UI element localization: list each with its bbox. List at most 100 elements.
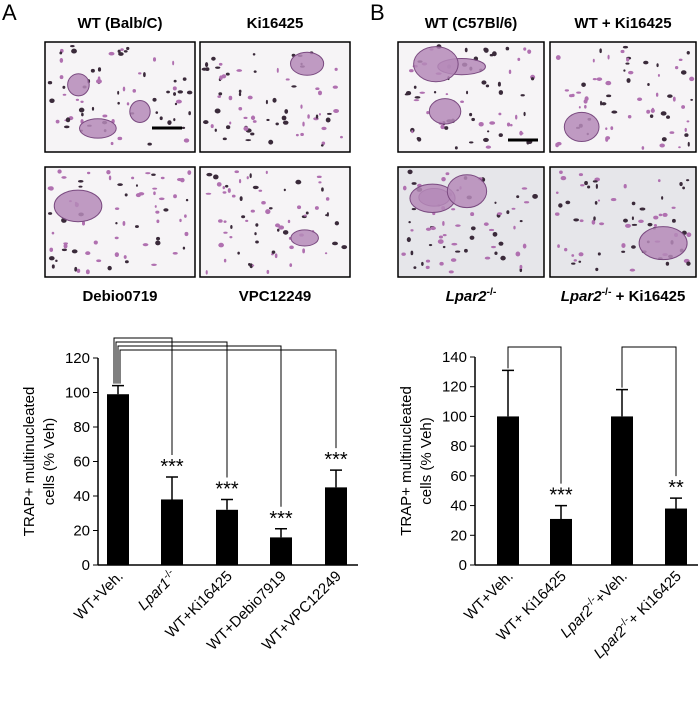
cell	[210, 124, 214, 129]
cell	[110, 141, 114, 146]
cell	[442, 245, 446, 249]
cell	[444, 126, 449, 130]
cell	[295, 133, 299, 137]
cell	[268, 207, 273, 210]
cell	[96, 79, 102, 84]
cell	[152, 57, 157, 62]
cell	[167, 120, 172, 125]
cell	[295, 179, 302, 185]
cell	[437, 239, 444, 244]
cell	[266, 118, 270, 121]
cell	[213, 174, 219, 180]
cell	[305, 211, 309, 215]
error-bar	[670, 497, 682, 509]
cell	[155, 111, 159, 114]
cell	[107, 265, 112, 271]
cell	[657, 179, 661, 183]
cell	[238, 89, 242, 94]
error-bar	[275, 528, 287, 538]
cell	[468, 141, 474, 144]
image-label: Lpar2-/- + Ki16425	[561, 286, 686, 305]
cell	[223, 220, 227, 223]
cell	[62, 93, 67, 96]
cell	[494, 251, 498, 256]
cell	[584, 96, 589, 102]
cell	[156, 236, 161, 241]
cell	[252, 53, 256, 56]
micrograph-frame	[199, 41, 351, 153]
cell	[441, 177, 446, 182]
cell	[416, 137, 421, 141]
cell	[108, 175, 112, 181]
cell	[77, 179, 84, 183]
cell	[578, 105, 581, 109]
cell	[85, 269, 90, 275]
y-tick-label: 20	[73, 523, 90, 540]
cell	[483, 137, 489, 142]
y-tick-label: 80	[73, 419, 90, 436]
cell	[556, 141, 562, 146]
cell	[439, 261, 444, 266]
cell	[620, 49, 625, 54]
cell	[592, 180, 598, 183]
cell	[320, 144, 324, 147]
micrograph	[44, 166, 196, 278]
cell	[653, 215, 659, 220]
y-tick-label: 0	[82, 557, 90, 574]
cell	[508, 69, 512, 74]
cell	[159, 116, 163, 121]
cell	[158, 197, 165, 201]
cell	[643, 60, 649, 65]
cell	[249, 263, 253, 269]
y-axis-label-line: TRAP+ multinucleated	[21, 387, 38, 537]
cell	[265, 170, 268, 175]
cell	[681, 105, 686, 109]
cell	[147, 142, 152, 146]
error-bar	[502, 369, 514, 417]
image-label: VPC12249	[239, 288, 312, 305]
cell	[610, 126, 614, 131]
cell	[97, 67, 102, 72]
cell	[592, 58, 595, 63]
cell	[172, 60, 175, 66]
cell	[625, 223, 631, 228]
error-bar	[616, 388, 628, 417]
cell	[249, 173, 252, 179]
micrograph	[549, 41, 697, 153]
cell	[411, 130, 414, 134]
cell	[686, 232, 692, 238]
cell	[678, 58, 683, 62]
cell	[565, 200, 571, 205]
cell	[601, 102, 607, 106]
cell	[679, 181, 683, 187]
cell	[123, 50, 128, 53]
cell	[114, 236, 119, 240]
cell	[276, 228, 280, 232]
cell	[163, 208, 169, 212]
cell	[623, 218, 628, 223]
cell	[114, 207, 120, 210]
cell	[182, 246, 186, 250]
cell	[404, 93, 409, 96]
cell	[657, 73, 660, 77]
bar	[161, 499, 183, 565]
cell	[114, 252, 120, 258]
error-bar	[330, 469, 342, 488]
cell	[594, 201, 598, 205]
cell	[152, 187, 158, 190]
cell	[265, 99, 268, 105]
cell	[408, 221, 411, 224]
cell	[672, 96, 676, 102]
cell	[123, 255, 127, 259]
cell	[134, 225, 139, 228]
cell	[275, 223, 281, 228]
cell	[126, 102, 130, 106]
cell	[631, 245, 636, 249]
cell	[48, 256, 55, 261]
cell	[274, 253, 278, 259]
cell	[334, 67, 338, 71]
cell	[315, 87, 320, 90]
y-axis-label: TRAP+ multinucleated cells (% Veh)	[398, 386, 435, 536]
cell	[578, 260, 582, 263]
cell	[622, 45, 629, 49]
